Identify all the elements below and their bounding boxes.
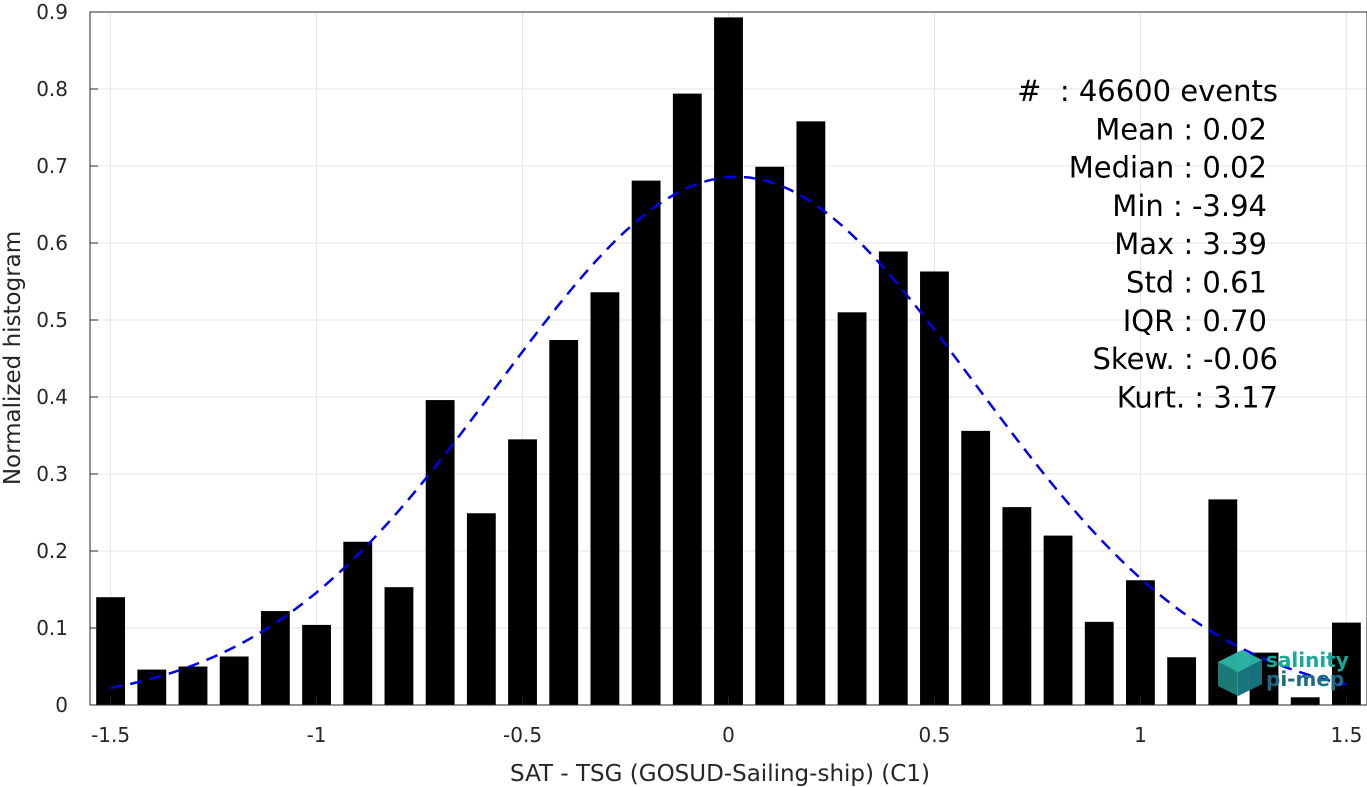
histogram-bar (672, 93, 702, 706)
histogram-bar (302, 624, 331, 705)
histogram-bar (466, 513, 496, 705)
stats-panel: # : 46600 events Mean : 0.02 Median : 0.02… (1017, 74, 1278, 414)
stats-line: Skew. : -0.06 (1092, 342, 1278, 376)
x-tick-label: 0.5 (919, 723, 951, 747)
stats-line: # : 46600 events (1017, 74, 1278, 108)
gaussian-fit-curve (110, 175, 1347, 690)
histogram-bar (714, 17, 743, 705)
logo-line-salinity: salinity (1266, 648, 1349, 672)
x-tick-label: -1 (307, 723, 327, 747)
histogram-bar (425, 400, 455, 705)
histogram-bar (1126, 580, 1155, 705)
cube-logo-icon (1218, 650, 1262, 696)
histogram-bar (219, 656, 249, 705)
stats-line: Mean : 0.02 (1095, 112, 1267, 146)
y-axis-ticks: 0 0.1 0.2 0.3 0.4 0.5 0.6 0.7 0.8 0.9 (36, 0, 98, 717)
histogram-bar (343, 541, 373, 705)
histogram-bar (920, 271, 949, 705)
histogram-bar (508, 439, 537, 705)
y-tick-label: 0.6 (36, 231, 68, 255)
y-tick-label: 0.1 (36, 616, 68, 640)
y-tick-label: 0.8 (36, 77, 68, 101)
salinity-pimep-logo: salinity pi-mep (1218, 648, 1349, 696)
y-tick-label: 0.7 (36, 154, 68, 178)
y-tick-label: 0 (55, 693, 68, 717)
x-axis-label: SAT - TSG (GOSUD-Sailing-ship) (C1) (510, 761, 930, 787)
histogram-bar (1331, 622, 1361, 705)
histogram-bar (260, 611, 290, 705)
x-tick-label: -0.5 (503, 723, 542, 747)
histogram-bar (1002, 507, 1032, 705)
histogram-bar (1043, 535, 1073, 705)
stats-line: Max : 3.39 (1114, 227, 1267, 261)
histogram-bar (590, 292, 620, 705)
stats-line: IQR : 0.70 (1123, 304, 1267, 338)
histogram-bar (96, 597, 126, 705)
histogram-bar (755, 166, 785, 705)
histogram-bar (631, 180, 661, 705)
stats-line: Median : 0.02 (1069, 151, 1267, 185)
x-axis-ticks: -1.5 -1 -0.5 0 0.5 1 1.5 (91, 697, 1362, 747)
y-tick-label: 0.9 (36, 0, 68, 24)
histogram-bar (1290, 697, 1320, 705)
histogram-bar (384, 587, 414, 705)
histogram-bar (796, 121, 826, 706)
x-tick-label: -1.5 (91, 723, 130, 747)
histogram-bar (961, 430, 991, 705)
histogram-bar (137, 669, 167, 705)
x-tick-label: 0 (722, 723, 735, 747)
y-tick-label: 0.2 (36, 539, 68, 563)
x-tick-label: 1 (1134, 723, 1147, 747)
histogram-bar (1167, 657, 1197, 705)
histogram-bar (837, 312, 867, 705)
histogram-bar (549, 340, 579, 705)
histogram-bar (178, 666, 208, 705)
y-tick-label: 0.3 (36, 462, 68, 486)
y-tick-label: 0.4 (36, 385, 68, 409)
histogram-bar (878, 251, 908, 705)
y-tick-label: 0.5 (36, 308, 68, 332)
histogram-bar (1084, 621, 1114, 705)
stats-line: Kurt. : 3.17 (1117, 380, 1278, 414)
y-axis-label: Normalized histogram (0, 231, 26, 485)
stats-line: Std : 0.61 (1126, 266, 1267, 300)
logo-line-pimep: pi-mep (1266, 667, 1344, 691)
x-tick-label: 1.5 (1330, 723, 1362, 747)
stats-line: Min : -3.94 (1112, 189, 1267, 223)
